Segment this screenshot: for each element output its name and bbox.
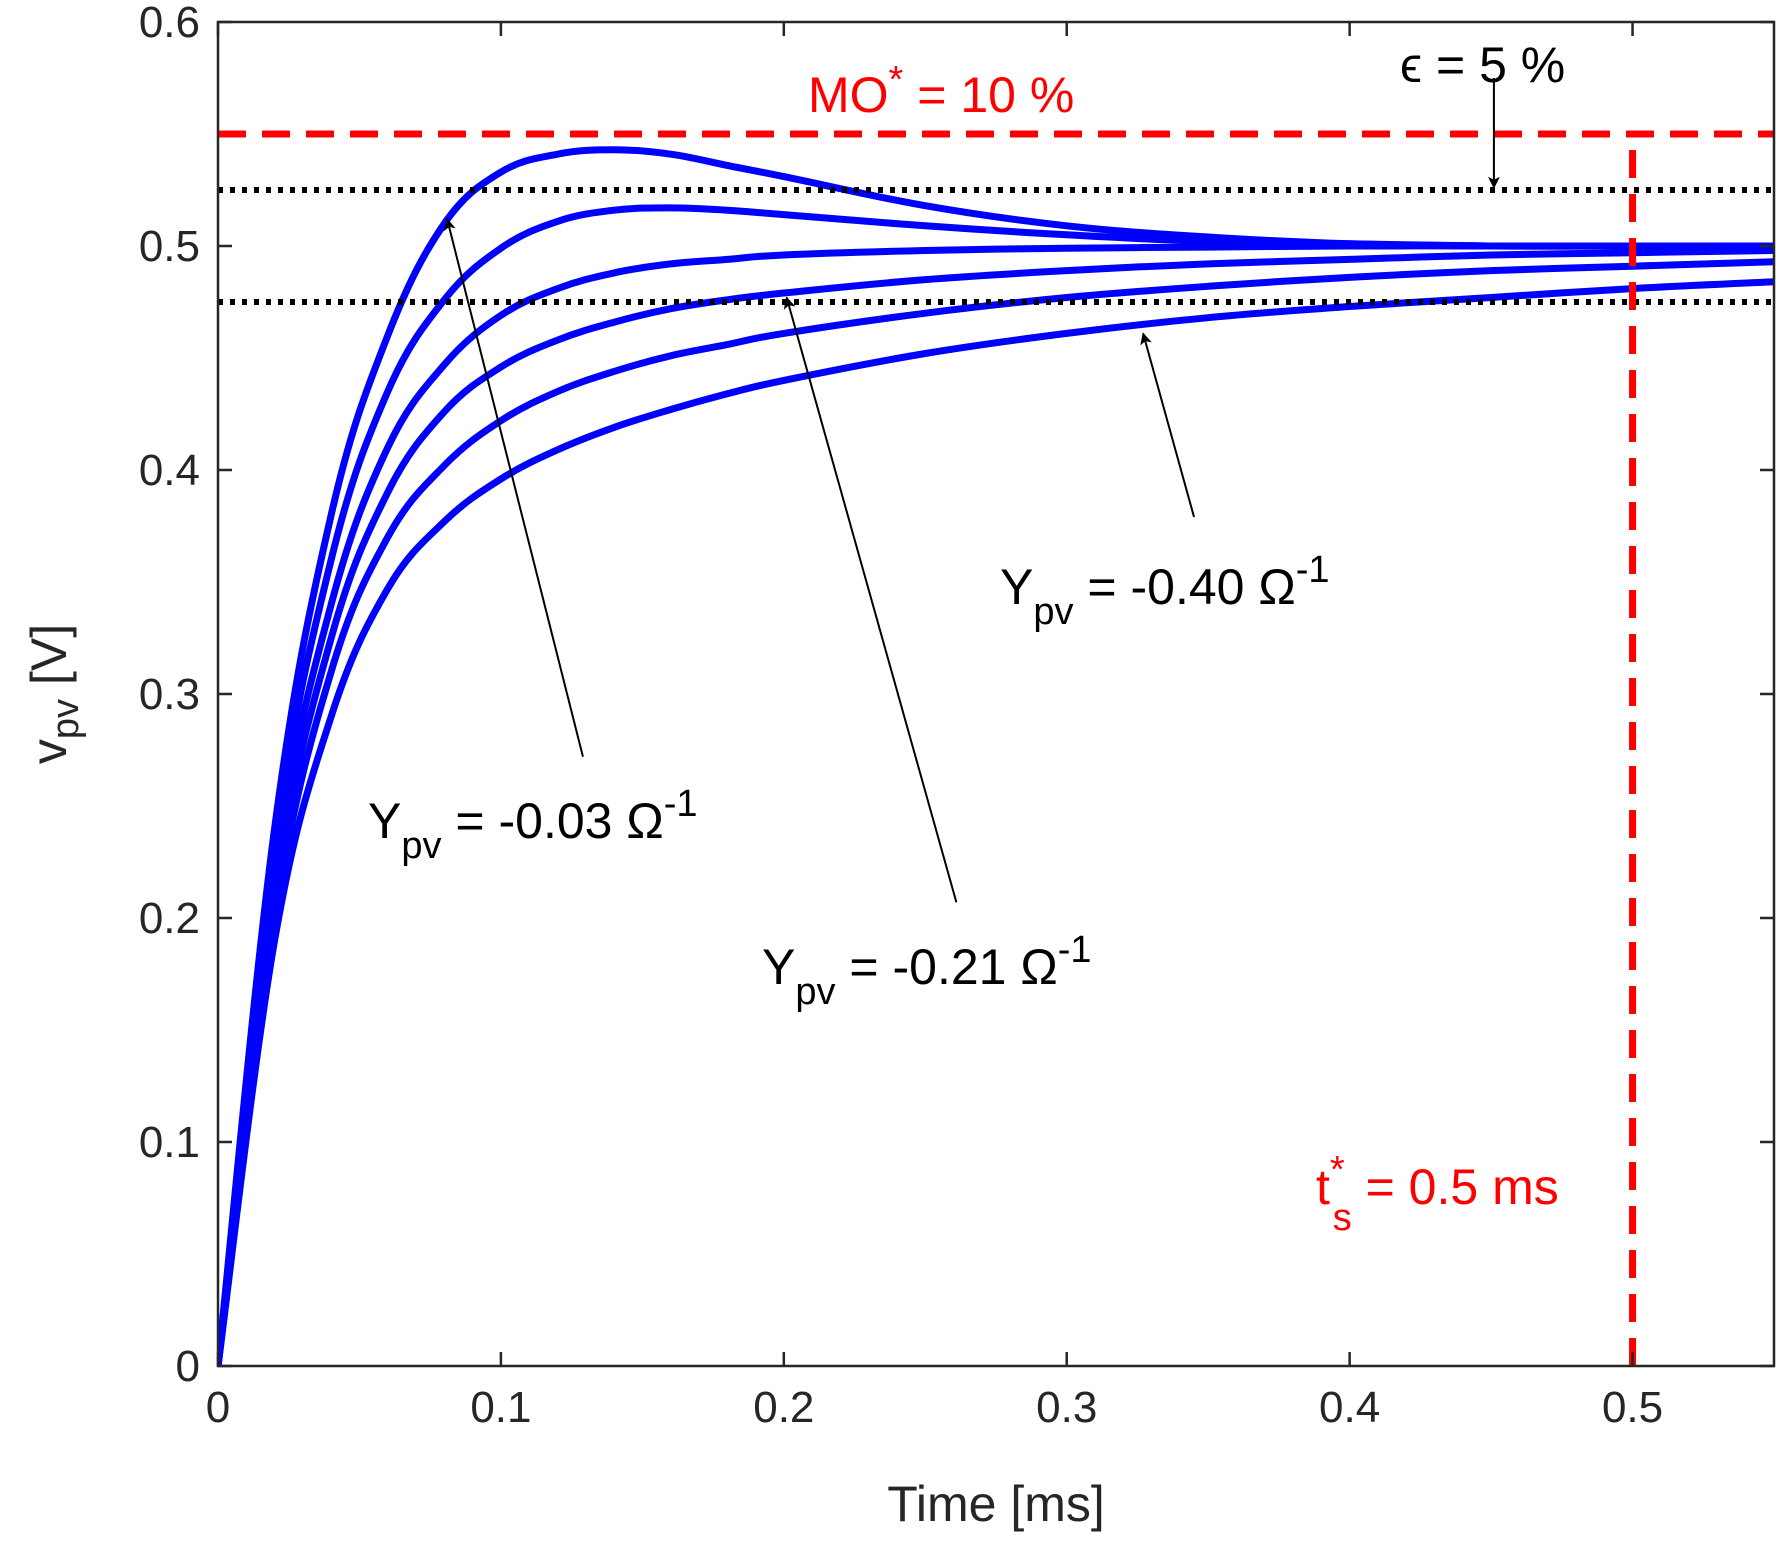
y-tick-label: 0.1 (139, 1118, 200, 1167)
x-axis-title: Time [ms] (887, 1476, 1105, 1532)
arrow-y040 (1140, 332, 1196, 518)
y-tick-label: 0 (176, 1342, 200, 1391)
y-003-label: Ypv = -0.03 Ω-1 (368, 783, 698, 867)
axis-ticks: 0 0.1 0.2 0.3 0.4 0.5 0 0.1 0.2 0.3 0.4 0.5 0.6 (139, 0, 1774, 1432)
arrow-y003 (444, 218, 584, 757)
tolerance-label: ϵ = 5 % (1400, 37, 1565, 93)
x-tick-label: 0.4 (1319, 1383, 1380, 1432)
y-axis-title: vpv [V] (21, 624, 87, 764)
y-021-label: Ypv = -0.21 Ω-1 (762, 929, 1092, 1013)
x-tick-label: 0.3 (1036, 1383, 1097, 1432)
settling-time-label: t* s = 0.5 ms (1316, 1149, 1559, 1239)
series-layer (218, 146, 1774, 1366)
annotation-arrows (444, 78, 1500, 903)
y-040-label: Ypv = -0.40 Ω-1 (1000, 549, 1330, 633)
series-line-5 (218, 258, 1774, 1366)
series-line-4 (218, 247, 1774, 1366)
reference-lines (218, 130, 1774, 1366)
x-tick-label: 0.1 (470, 1383, 531, 1432)
y-tick-label: 0.5 (139, 222, 200, 271)
y-tick-label: 0.2 (139, 894, 200, 943)
series-line-6 (218, 278, 1774, 1366)
arrow-y021 (783, 296, 958, 903)
y-tick-label: 0.3 (139, 670, 200, 719)
series-line-3 (218, 242, 1774, 1366)
overshoot-label: MO* = 10 % (808, 59, 1074, 123)
x-tick-label: 0.2 (753, 1383, 814, 1432)
y-tick-label: 0.6 (139, 0, 200, 47)
x-tick-label: 0 (206, 1383, 230, 1432)
x-tick-label: 0.5 (1602, 1383, 1663, 1432)
y-tick-label: 0.4 (139, 446, 200, 495)
